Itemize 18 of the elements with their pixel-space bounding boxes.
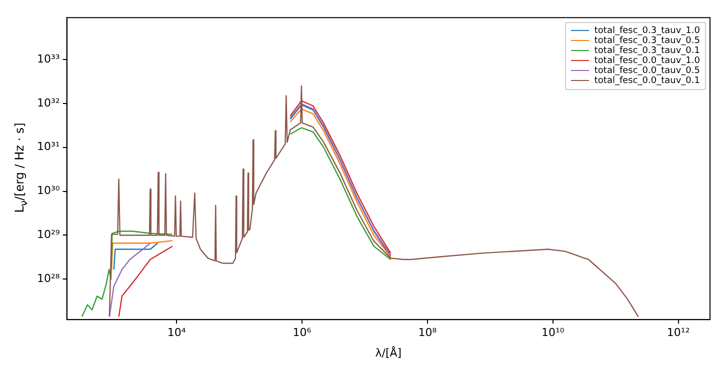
legend-label: total_fesc_0.0_tauv_0.1 [594, 76, 700, 86]
y-tick-label: 10³³ [36, 52, 60, 66]
x-tick-label: 10¹⁰ [541, 326, 565, 340]
legend-label: total_fesc_0.0_tauv_1.0 [594, 56, 700, 66]
x-tick-label: 10⁸ [418, 326, 438, 340]
legend-label: total_fesc_0.3_tauv_0.1 [594, 46, 700, 56]
y-tick-label: 10³⁰ [36, 184, 60, 198]
legend-label: total_fesc_0.0_tauv_0.5 [594, 66, 700, 76]
y-tick-label: 10²⁸ [36, 272, 60, 286]
legend-label: total_fesc_0.3_tauv_1.0 [594, 26, 700, 36]
y-tick-label: 10²⁹ [36, 228, 60, 242]
x-tick-label: 10⁴ [167, 326, 186, 340]
x-tick-label: 10¹² [666, 326, 690, 340]
y-tick-label: 10³¹ [36, 140, 60, 154]
x-axis-title: λ/[Å] [375, 345, 402, 360]
y-tick-label: 10³² [36, 96, 60, 110]
legend-label: total_fesc_0.3_tauv_0.5 [594, 36, 700, 46]
x-tick-label: 10⁶ [292, 326, 312, 340]
